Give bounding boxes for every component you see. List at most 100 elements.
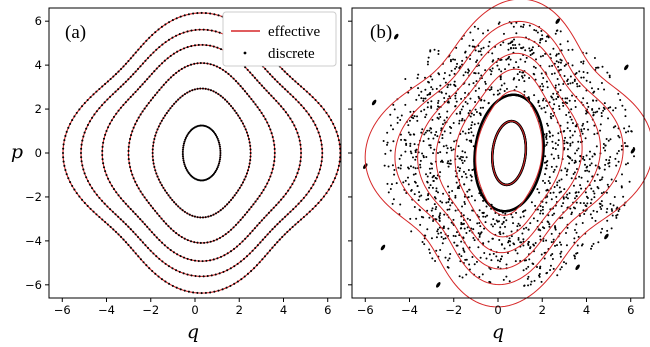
discrete-point (112, 188, 116, 191)
discrete-point (83, 201, 86, 205)
discrete-point (196, 62, 199, 65)
discrete-point (179, 48, 182, 51)
discrete-point (241, 181, 245, 184)
discrete-point (460, 221, 463, 224)
discrete-point (152, 162, 155, 165)
discrete-point (476, 59, 479, 62)
discrete-point (445, 144, 448, 147)
discrete-point (134, 70, 137, 73)
discrete-point (310, 116, 313, 119)
discrete-point (565, 244, 568, 247)
discrete-point (569, 144, 572, 147)
discrete-point (478, 276, 481, 279)
discrete-point (527, 242, 530, 245)
discrete-point (539, 212, 542, 215)
discrete-point (425, 173, 428, 176)
discrete-point (496, 259, 499, 262)
discrete-point (299, 151, 303, 155)
discrete-point (436, 135, 439, 138)
discrete-point (237, 221, 240, 224)
discrete-point (552, 147, 555, 150)
discrete-point (134, 213, 137, 216)
discrete-point (565, 232, 568, 235)
discrete-point (446, 101, 449, 104)
panel-a-effective-orbit-2 (127, 62, 276, 244)
discrete-point (124, 241, 128, 244)
discrete-point (504, 68, 507, 71)
discrete-point (599, 129, 602, 132)
discrete-point (458, 169, 461, 172)
discrete-point (273, 151, 276, 155)
discrete-point (522, 210, 525, 213)
discrete-point (85, 127, 88, 130)
discrete-point (400, 138, 403, 141)
discrete-point (243, 213, 247, 216)
discrete-point (483, 251, 486, 254)
discrete-point (581, 124, 584, 127)
discrete-point (190, 258, 193, 261)
discrete-point (480, 74, 483, 77)
discrete-point (480, 231, 483, 234)
discrete-point (414, 167, 417, 170)
discrete-point (460, 155, 463, 158)
discrete-point (576, 85, 579, 88)
discrete-point (609, 106, 612, 109)
discrete-point (430, 127, 433, 130)
discrete-point (143, 80, 146, 83)
discrete-point (80, 143, 83, 146)
discrete-point (573, 237, 576, 240)
discrete-point (134, 123, 137, 126)
discrete-point (292, 208, 295, 211)
discrete-point (155, 67, 158, 70)
discrete-point (453, 72, 456, 75)
discrete-point (327, 188, 330, 191)
discrete-point (555, 195, 558, 198)
discrete-point (317, 201, 320, 205)
discrete-point (293, 124, 296, 127)
discrete-point (129, 95, 132, 99)
discrete-point (335, 130, 338, 133)
discrete-point (559, 268, 562, 271)
discrete-point (420, 90, 423, 93)
discrete-point (447, 227, 450, 230)
discrete-point (598, 167, 601, 170)
discrete-point (183, 66, 186, 69)
discrete-point (95, 193, 98, 196)
discrete-point (155, 236, 158, 239)
discrete-point (409, 110, 412, 113)
discrete-point (287, 114, 290, 117)
panel-a-xtick-label-0: −6 (54, 303, 71, 317)
discrete-point (132, 177, 135, 180)
discrete-point (204, 12, 207, 15)
discrete-point (549, 264, 552, 267)
discrete-point (417, 94, 420, 97)
discrete-point (218, 67, 222, 70)
discrete-point (433, 196, 436, 199)
discrete-point (80, 198, 84, 201)
discrete-point (229, 250, 233, 253)
discrete-point (547, 124, 550, 127)
discrete-point (267, 179, 270, 182)
discrete-point (291, 182, 294, 186)
discrete-point (171, 267, 174, 270)
discrete-point (204, 291, 207, 294)
discrete-point (106, 205, 109, 208)
discrete-point (62, 143, 65, 146)
discrete-point (546, 141, 549, 144)
discrete-point (217, 14, 220, 17)
discrete-point (562, 130, 565, 133)
discrete-point (541, 212, 544, 215)
discrete-point (383, 164, 386, 167)
discrete-point (186, 212, 189, 215)
discrete-point (424, 97, 427, 100)
discrete-point (550, 112, 553, 115)
discrete-point (317, 172, 320, 175)
discrete-point (608, 165, 611, 168)
discrete-point (554, 244, 557, 247)
discrete-point (529, 246, 532, 249)
discrete-point (173, 102, 176, 105)
discrete-point (488, 253, 491, 256)
discrete-point (482, 215, 485, 218)
discrete-point (515, 61, 518, 64)
